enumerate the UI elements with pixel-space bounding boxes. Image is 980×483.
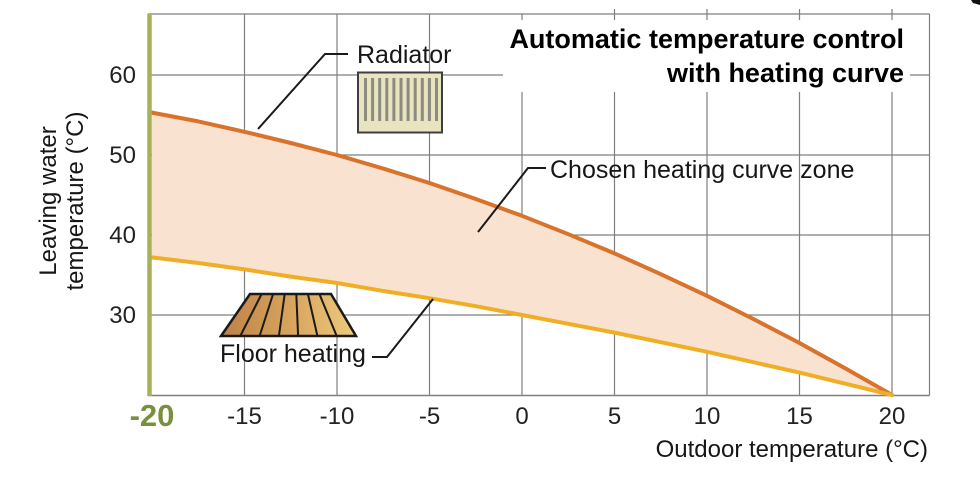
x-tick-label: -10 (319, 403, 355, 430)
zone-callout-label: Chosen heating curve zone (550, 156, 855, 184)
floor-heating-icon (218, 292, 359, 338)
x-tick-label: 0 (515, 403, 529, 430)
heating-curve-zone (152, 112, 892, 395)
x-tick-label: 5 (607, 403, 622, 430)
cropped-corner-mark (971, 0, 980, 5)
radiator-callout-label: Radiator (357, 41, 452, 69)
radiator-curve (150, 110, 894, 397)
floor-heating-curve (150, 255, 894, 397)
x-tick-label: 15 (786, 403, 813, 430)
x-axis-title: Outdoor temperature (°C) (655, 436, 928, 463)
chart-title: Automatic temperature control with heati… (503, 20, 910, 92)
y-axis-title-line1: Leaving water (35, 126, 62, 276)
y-tick-label: 60 (109, 62, 136, 89)
curves-layer (150, 110, 894, 397)
y-axis-title: Leaving water temperature (°C) (35, 51, 89, 351)
zone-leader-line (477, 167, 546, 233)
floor-heating-leader-line (372, 298, 434, 358)
x-tick-label: 10 (693, 403, 721, 430)
y-tick-label: 40 (109, 222, 136, 249)
floor-heating-callout-label: Floor heating (220, 340, 366, 368)
y-tick-label: 50 (109, 142, 136, 169)
chart-title-line2: with heating curve (666, 58, 904, 88)
x-tick-label: 20 (878, 403, 906, 430)
chart-title-line1: Automatic temperature control (509, 24, 904, 54)
x-tick-label: -15 (227, 403, 262, 430)
x-tick-label-design-temp: -20 (129, 398, 175, 433)
x-tick-label: -5 (418, 403, 441, 430)
radiator-leader-line (257, 53, 348, 130)
y-tick-label: 30 (109, 302, 136, 329)
radiator-icon (357, 71, 443, 134)
